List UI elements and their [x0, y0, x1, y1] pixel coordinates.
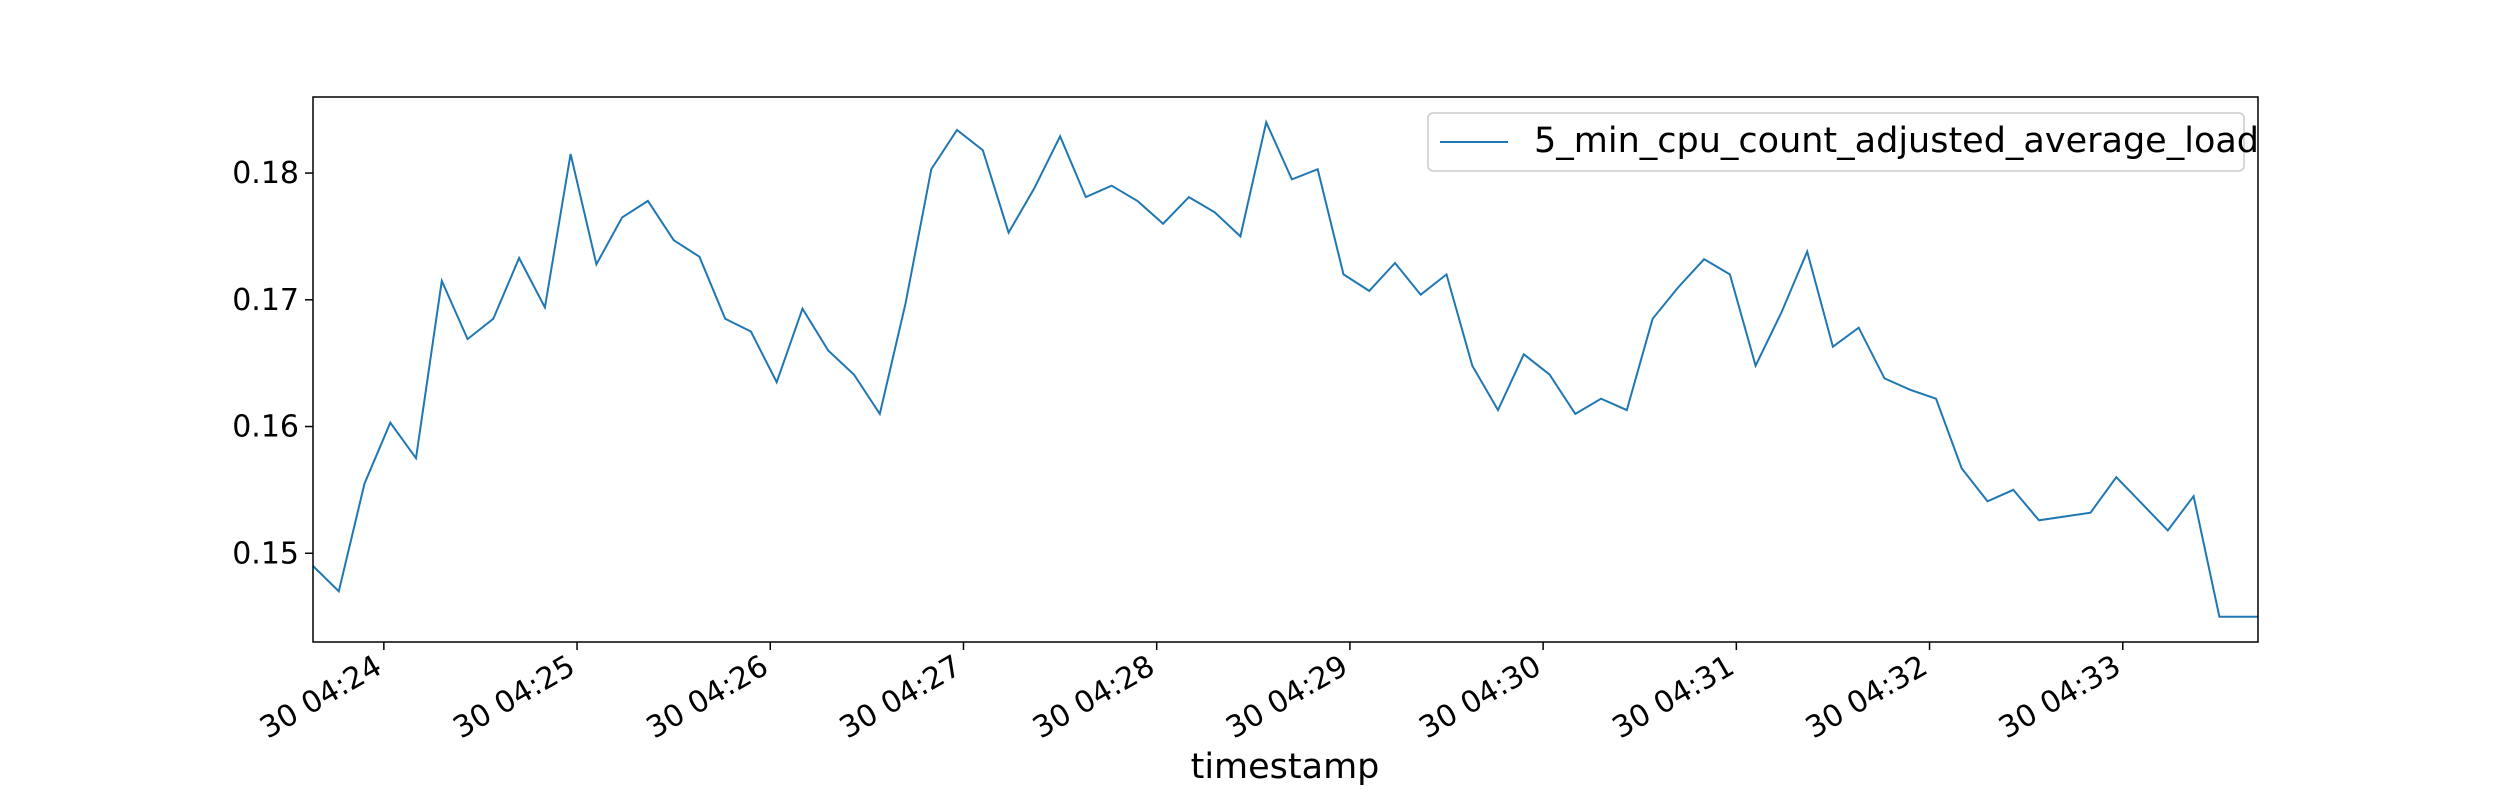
x-tick-label: 30 04:32: [1800, 649, 1934, 746]
x-tick-label: 30 04:28: [1027, 649, 1161, 746]
plot-area: [313, 97, 2258, 642]
y-tick-label: 0.16: [232, 410, 299, 445]
y-tick-label: 0.18: [232, 156, 299, 191]
x-tick-label: 30 04:31: [1607, 649, 1741, 746]
x-tick-label: 30 04:29: [1220, 649, 1354, 746]
x-tick-label: 30 04:33: [1993, 649, 2127, 746]
y-tick-label: 0.15: [232, 536, 299, 571]
x-tick-label: 30 04:27: [834, 649, 968, 746]
x-tick-label: 30 04:25: [447, 649, 581, 746]
x-axis-label: timestamp: [1191, 747, 1380, 787]
x-tick-label: 30 04:30: [1413, 649, 1547, 746]
y-axis-ticks: 0.15 0.16 0.17 0.18: [232, 156, 313, 571]
x-axis-ticks: 30 04:24 30 04:25 30 04:26 30 04:27 30 04:28…: [254, 642, 2127, 746]
x-tick-label: 30 04:26: [641, 649, 775, 746]
legend-box: [1427, 112, 2245, 172]
x-tick-label: 30 04:24: [254, 649, 388, 746]
series-line: [312, 119, 2258, 618]
legend-label: 5_min_cpu_count_adjusted_average_load: [1534, 121, 2259, 161]
y-tick-label: 0.17: [232, 283, 299, 318]
plot-frame: [312, 96, 2259, 643]
legend: 5_min_cpu_count_adjusted_average_load: [1427, 112, 2259, 172]
